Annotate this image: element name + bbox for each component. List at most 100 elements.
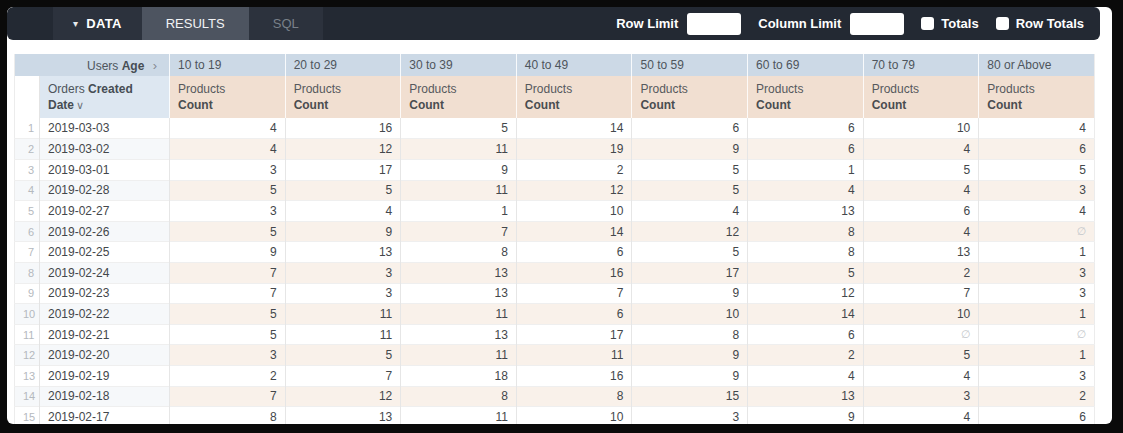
measure-value-cell[interactable]: 12 [285,139,401,160]
measure-value-cell[interactable]: 13 [285,407,401,424]
measure-value-cell[interactable]: 8 [170,407,286,424]
measure-value-cell[interactable]: 16 [285,118,401,139]
measure-value-cell[interactable]: 4 [748,366,864,387]
measure-value-cell[interactable]: 3 [285,263,401,284]
measure-value-cell[interactable]: 5 [170,324,286,345]
measure-value-cell[interactable]: 3 [170,345,286,366]
measure-value-cell[interactable]: 3 [170,201,286,222]
measure-value-cell[interactable]: 6 [748,324,864,345]
measure-value-cell[interactable]: 13 [401,263,517,284]
measure-value-cell[interactable]: 5 [401,118,517,139]
measure-value-cell[interactable]: 4 [863,221,979,242]
measure-value-cell[interactable]: 12 [748,283,864,304]
measure-value-cell[interactable]: 3 [863,386,979,407]
tab-data[interactable]: ▾ DATA [53,7,142,40]
pivot-value-header[interactable]: 70 to 79 [863,54,979,76]
measure-value-cell[interactable]: 5 [285,345,401,366]
measure-value-cell[interactable]: 6 [979,139,1095,160]
measure-value-cell[interactable]: 7 [170,283,286,304]
measure-value-cell[interactable]: 1 [401,201,517,222]
measure-value-cell[interactable]: 4 [863,180,979,201]
measure-value-cell[interactable]: 2 [170,366,286,387]
measure-value-cell[interactable]: 10 [516,407,632,424]
measure-value-cell[interactable]: 10 [863,304,979,325]
pivot-value-header[interactable]: 80 or Above [979,54,1095,76]
dimension-cell[interactable]: 2019-02-24 [40,263,170,284]
measure-value-cell[interactable]: 3 [979,180,1095,201]
measure-value-cell[interactable]: 11 [285,304,401,325]
measure-value-cell[interactable]: 9 [285,221,401,242]
measure-value-cell[interactable]: 1 [748,160,864,181]
totals-checkbox[interactable] [921,17,934,30]
dimension-cell[interactable]: 2019-02-22 [40,304,170,325]
dimension-cell[interactable]: 2019-02-18 [40,386,170,407]
measure-value-cell[interactable]: 4 [979,118,1095,139]
measure-value-cell[interactable]: 11 [401,345,517,366]
measure-value-cell[interactable]: 4 [863,366,979,387]
measure-value-cell[interactable]: 7 [863,283,979,304]
measure-value-cell[interactable]: 4 [170,139,286,160]
measure-value-cell[interactable]: 12 [632,221,748,242]
measure-value-cell[interactable]: 5 [632,180,748,201]
dimension-cell[interactable]: 2019-03-03 [40,118,170,139]
column-limit-input[interactable] [850,13,904,35]
measure-value-cell[interactable]: 9 [748,407,864,424]
measure-value-cell[interactable]: 10 [863,118,979,139]
measure-value-cell[interactable]: 4 [170,118,286,139]
measure-value-cell[interactable]: 8 [516,386,632,407]
measure-value-cell[interactable]: 11 [285,324,401,345]
measure-value-cell[interactable]: 9 [632,345,748,366]
measure-value-cell[interactable]: 17 [632,263,748,284]
measure-value-cell[interactable]: 7 [285,366,401,387]
measure-value-cell[interactable]: 2 [516,160,632,181]
measure-header[interactable]: ProductsCount [979,76,1095,118]
pivot-value-header[interactable]: 40 to 49 [516,54,632,76]
pivot-value-header[interactable]: 10 to 19 [170,54,286,76]
dimension-cell[interactable]: 2019-02-21 [40,324,170,345]
pivot-value-header[interactable]: 20 to 29 [285,54,401,76]
measure-value-cell[interactable]: 6 [516,304,632,325]
tab-sql[interactable]: SQL [249,7,323,40]
measure-value-cell[interactable]: 6 [632,118,748,139]
measure-value-cell[interactable]: 13 [748,386,864,407]
measure-value-cell[interactable]: 11 [401,407,517,424]
measure-value-cell[interactable]: 14 [516,118,632,139]
measure-value-cell[interactable]: 10 [516,201,632,222]
measure-value-cell[interactable]: 3 [979,283,1095,304]
dimension-cell[interactable]: 2019-02-17 [40,407,170,424]
tab-results[interactable]: RESULTS [142,7,249,40]
pivot-field-header[interactable]: Users Age › [15,54,170,76]
dimension-cell[interactable]: 2019-02-27 [40,201,170,222]
measure-value-cell[interactable]: 6 [516,242,632,263]
pivot-value-header[interactable]: 60 to 69 [748,54,864,76]
dimension-header[interactable]: Orders Created Date∨ [40,76,170,118]
measure-value-cell[interactable]: 9 [401,160,517,181]
measure-value-cell[interactable]: 2 [748,345,864,366]
measure-value-cell[interactable]: 5 [170,180,286,201]
dimension-cell[interactable]: 2019-02-28 [40,180,170,201]
measure-value-cell[interactable]: ∅ [863,324,979,345]
measure-value-cell[interactable]: 14 [516,221,632,242]
measure-value-cell[interactable]: 3 [170,160,286,181]
measure-value-cell[interactable]: 3 [979,366,1095,387]
measure-value-cell[interactable]: 18 [401,366,517,387]
measure-value-cell[interactable]: 1 [979,304,1095,325]
measure-value-cell[interactable]: 13 [863,242,979,263]
measure-value-cell[interactable]: 8 [748,242,864,263]
measure-header[interactable]: ProductsCount [516,76,632,118]
measure-value-cell[interactable]: 5 [170,304,286,325]
measure-value-cell[interactable]: 5 [170,221,286,242]
measure-value-cell[interactable]: 15 [632,386,748,407]
measure-value-cell[interactable]: ∅ [979,324,1095,345]
measure-value-cell[interactable]: 17 [516,324,632,345]
measure-value-cell[interactable]: ∅ [979,221,1095,242]
measure-value-cell[interactable]: 12 [285,386,401,407]
measure-value-cell[interactable]: 4 [863,407,979,424]
measure-value-cell[interactable]: 3 [285,283,401,304]
measure-value-cell[interactable]: 11 [401,180,517,201]
measure-value-cell[interactable]: 13 [285,242,401,263]
measure-value-cell[interactable]: 6 [748,118,864,139]
measure-value-cell[interactable]: 11 [401,304,517,325]
measure-value-cell[interactable]: 7 [516,283,632,304]
measure-value-cell[interactable]: 3 [979,263,1095,284]
